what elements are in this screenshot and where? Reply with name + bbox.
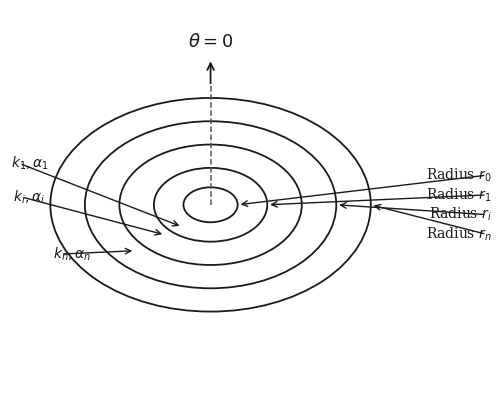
Text: $k_n, \alpha_n$: $k_n, \alpha_n$ — [53, 245, 91, 263]
Text: Radius $r_n$: Radius $r_n$ — [426, 226, 492, 243]
Text: Radius $r_i$: Radius $r_i$ — [428, 206, 492, 223]
Text: Radius $r_1$: Radius $r_1$ — [426, 186, 492, 204]
Text: Radius $r_0$: Radius $r_0$ — [426, 167, 492, 184]
Text: $k_i, \alpha_i$: $k_i, \alpha_i$ — [14, 188, 46, 206]
Text: $\theta = 0$: $\theta = 0$ — [188, 33, 233, 50]
Text: $k_1, \alpha_1$: $k_1, \alpha_1$ — [12, 155, 50, 172]
